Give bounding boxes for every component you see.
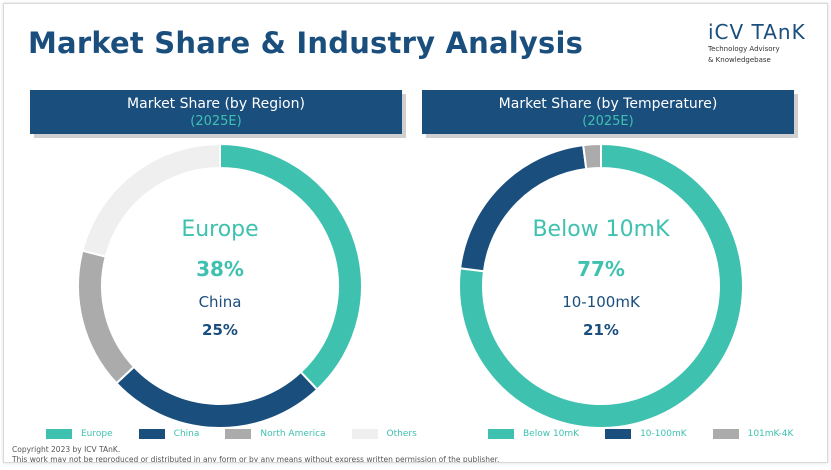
legend-label: 10-100mK [640, 429, 687, 439]
legend-label: North America [260, 429, 326, 439]
chart-region-center: Europe 38% China 25% [145, 216, 295, 340]
chart-temperature-title: Market Share (by Temperature) [498, 96, 718, 112]
slice-north-america [77, 249, 136, 385]
legend-item-10-100mk: 10-100mK [605, 429, 687, 439]
legend-swatch [225, 429, 252, 439]
legend-swatch [488, 429, 514, 439]
logo-main: iCV TAnK [708, 20, 806, 44]
center-value-europe: 38% [196, 257, 244, 281]
chart-temperature-center: Below 10mK 77% 10-100mK 21% [516, 216, 686, 340]
center-label-below-10mk: Below 10mK [532, 217, 670, 242]
center-value-below-10mk: 77% [577, 257, 625, 281]
chart-region-donut [77, 142, 364, 429]
legend-item-below-10mk: Below 10mK [488, 429, 579, 439]
logo-sub-2: & Knowledgebase [708, 56, 771, 64]
chart-region-header: Market Share (by Region) (2025E) [30, 90, 402, 134]
legend-swatch [605, 429, 632, 439]
logo-sub-1: Technology Advisory [708, 45, 780, 53]
legend-swatch [712, 429, 739, 439]
slice-china [115, 365, 319, 429]
slice-others [81, 142, 221, 258]
center-label-10-100mk: 10-100mK [562, 293, 640, 311]
center-label-europe: Europe [181, 217, 259, 242]
legend-item-china: China [138, 429, 200, 439]
page-title: Market Share & Industry Analysis [28, 26, 584, 60]
legend-label: China [173, 429, 200, 439]
footer: Copyright 2023 by ICV TAnK. This work ma… [12, 445, 500, 463]
chart-region-subtitle: (2025E) [190, 114, 242, 129]
slide: Market Share & Industry Analysis iCV TAn… [3, 3, 828, 463]
chart-temperature-legend: Below 10mK 10-100mK 101mK-4K [488, 429, 819, 439]
legend-label: Others [386, 429, 417, 439]
slice-below-10mk [458, 142, 744, 429]
disclaimer-text: This work may not be reproduced or distr… [12, 455, 500, 463]
center-label-china: China [198, 293, 242, 311]
legend-label: Europe [81, 429, 113, 439]
center-value-10-100mk: 21% [583, 321, 619, 339]
chart-temperature-header: Market Share (by Temperature) (2025E) [422, 90, 794, 134]
chart-temperature-donut [458, 142, 744, 429]
legend-swatch [138, 429, 165, 439]
logo: iCV TAnK Technology Advisory & Knowledge… [708, 21, 808, 65]
legend-label: Below 10mK [523, 429, 580, 439]
slice-101mk-4k [582, 142, 602, 171]
legend-item-101mk-4k: 101mK-4K [712, 429, 794, 439]
chart-region-legend: Europe China North America Others [46, 429, 443, 439]
center-value-china: 25% [202, 321, 238, 339]
legend-swatch [46, 429, 72, 439]
legend-item-europe: Europe [46, 429, 113, 439]
legend-item-north-america: North America [225, 429, 326, 439]
legend-label: 101mK-4K [747, 429, 794, 439]
chart-region-title: Market Share (by Region) [127, 96, 305, 112]
copyright-text: Copyright 2023 by ICV TAnK. [12, 445, 121, 454]
legend-item-others: Others [351, 429, 417, 439]
chart-temperature-subtitle: (2025E) [582, 114, 634, 129]
legend-swatch [351, 429, 378, 439]
